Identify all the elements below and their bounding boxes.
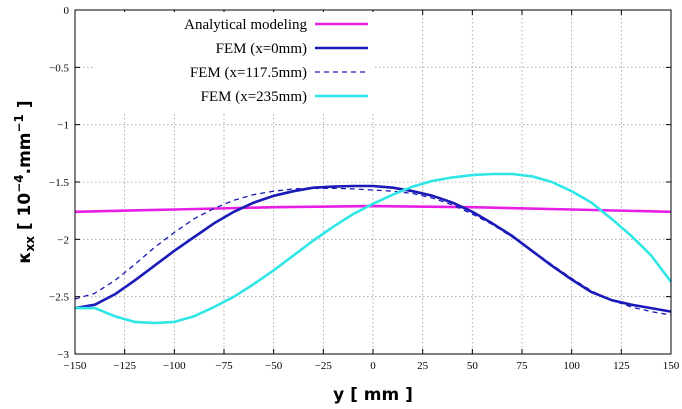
x-tick-label: 150 (663, 360, 680, 372)
y-tick-label: −1.5 (49, 177, 69, 189)
y-tick-labels: 0 −0.5 −1 −1.5 −2 −2.5 −3 (49, 5, 69, 361)
x-tick-label: 75 (517, 360, 529, 372)
x-tick-label: 25 (417, 360, 429, 372)
y-axis-label-sub: xx (23, 236, 37, 252)
y-axis-label-end: ] (15, 100, 35, 114)
legend-label-1: Analytical modeling (184, 17, 307, 33)
x-tick-label: −150 (64, 360, 87, 372)
x-tick-label: −125 (113, 360, 136, 372)
x-tick-label: 100 (563, 360, 580, 372)
y-axis-label-sup: −4 (12, 174, 26, 192)
x-tick-label: 125 (613, 360, 630, 372)
legend-label-3: FEM (x=117.5mm) (190, 65, 307, 81)
legend-label-2: FEM (x=0mm) (216, 41, 307, 57)
y-tick-label: −2 (57, 234, 69, 246)
series-line-3 (74, 187, 672, 316)
x-tick-label: −100 (163, 360, 186, 372)
y-axis-label-mid: [ 10 (15, 193, 35, 236)
y-tick-label: −0.5 (49, 62, 69, 74)
y-axis-label-base: κ (15, 252, 35, 264)
series-line-4 (75, 172, 673, 325)
y-tick-label: −1 (57, 120, 69, 132)
y-tick-label: 0 (64, 5, 70, 17)
x-tick-label: 50 (467, 360, 479, 372)
series-line-1 (74, 204, 672, 214)
x-tick-label: 0 (370, 360, 376, 372)
y-axis-label-mid2: .mm (15, 132, 35, 174)
x-axis-label: y [ mm ] (333, 385, 413, 405)
y-axis-label: κxx [ 10−4.mm−1 ] (12, 100, 37, 263)
legend: Analytical modeling FEM (x=0mm) FEM (x=117… (95, 12, 375, 114)
y-tick-label: −3 (57, 349, 69, 361)
x-tick-label: −75 (215, 360, 233, 372)
x-tick-label: −50 (265, 360, 283, 372)
series-layer (74, 172, 673, 325)
x-tick-labels: −150 −125 −100 −75 −50 −25 0 25 50 75 100 125 150 (64, 360, 680, 372)
y-axis-label-sup2: −1 (12, 114, 26, 132)
y-tick-label: −2.5 (49, 292, 69, 304)
series-line-2 (74, 184, 672, 313)
x-tick-label: −25 (315, 360, 333, 372)
legend-label-4: FEM (x=235mm) (201, 89, 307, 105)
